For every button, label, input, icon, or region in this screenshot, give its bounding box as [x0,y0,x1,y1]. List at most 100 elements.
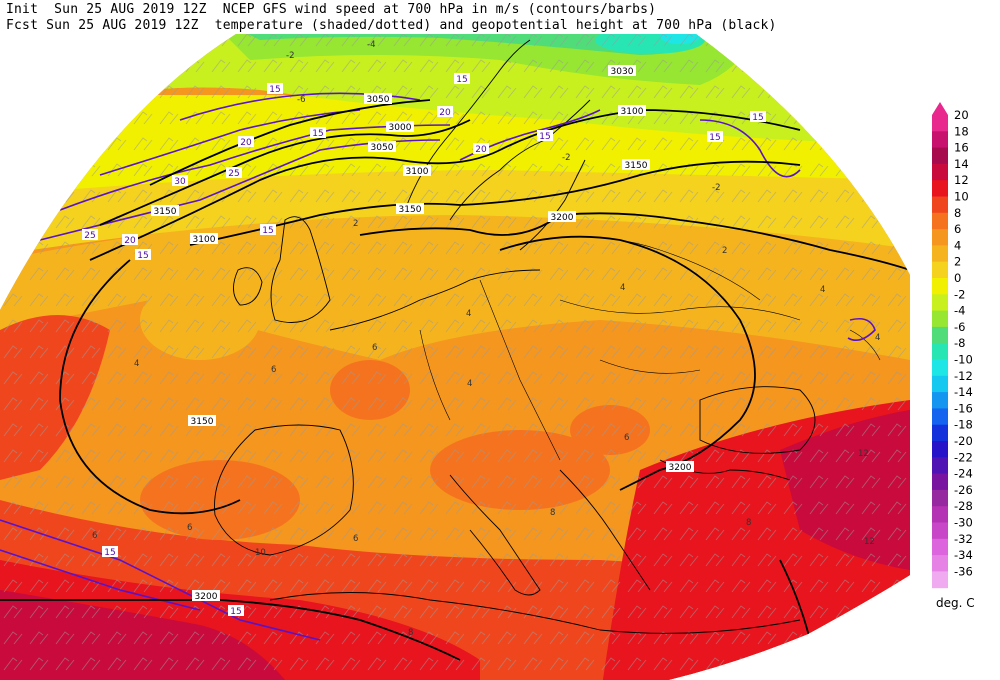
legend-tick-label: -28 [954,499,973,513]
legend-tick-label: 10 [954,190,969,204]
legend-swatch [932,441,948,458]
legend-swatch [932,294,948,312]
temp-label: 12 [858,449,869,459]
legend-tick-label: -30 [954,516,973,530]
height-label: 3150 [625,161,648,171]
temp-label: -2 [712,183,720,193]
wind-label: 25 [228,169,239,179]
legend-units: deg. C [936,596,975,610]
legend-swatch [932,522,948,540]
wind-labels: 15 20 15 20 15 15 25 30 25 20 15 15 20 1… [82,73,766,617]
wind-label: 15 [104,548,115,558]
legend-swatch [932,359,948,377]
height-label: 3150 [154,207,177,217]
legend-swatch [932,424,948,442]
legend-tick-label: -4 [954,304,965,318]
wind-label: 15 [709,133,720,143]
temp-label: 6 [353,534,358,544]
legend-tick-label: -6 [954,320,965,334]
legend-tick-label: -2 [954,287,965,301]
temp-label: -2 [562,153,570,163]
temp-label: 2 [353,219,358,229]
legend-labels: 20181614121086420-2-4-6-8-10-12-14-16-18… [954,108,973,578]
temp-label: 4 [134,359,139,369]
legend-tick-label: 16 [954,141,969,155]
height-label: 3100 [193,235,216,245]
legend-tick-label: -36 [954,564,973,578]
height-label: 3100 [621,107,644,117]
temp-label: 4 [466,309,471,319]
legend-tick-label: -14 [954,385,973,399]
wind-label: 15 [269,85,280,95]
wind-label: 15 [137,251,148,261]
temp-label: 6 [187,523,192,533]
legend-swatch [932,392,948,409]
legend-swatch [932,506,948,523]
legend-swatch [932,163,948,181]
wind-label: 20 [439,108,451,118]
legend-swatch [932,245,948,263]
legend-swatch [932,343,948,360]
height-label: 3050 [371,143,394,153]
legend-swatch [932,473,948,491]
legend-tick-label: -22 [954,450,973,464]
wind-label: 25 [84,231,95,241]
temperature-labels: -4 -2 -2 2 4 2 4 6 6 4 4 6 6 8 8 6 4 6 1… [92,40,880,638]
height-label: 3100 [406,167,429,177]
temp-label: 10 [255,548,266,558]
wind-label: 20 [124,236,136,246]
legend-swatch [932,326,948,344]
legend-swatch [932,375,948,393]
height-labels: 3030 3050 3000 3050 3100 3150 3200 3150 … [151,65,694,602]
wind-label: 15 [312,129,323,139]
wind-label: 15 [539,132,550,142]
legend-color-bars [932,102,948,589]
height-label: 3000 [389,123,412,133]
height-label: 3200 [669,463,692,473]
wind-label: 30 [174,177,186,187]
legend-tick-label: 6 [954,222,961,236]
temp-label: 6 [624,433,629,443]
legend-tick-label: 4 [954,238,961,252]
wind-label: 15 [752,113,763,123]
height-label: 3200 [195,592,218,602]
legend-arrow [932,102,948,115]
legend-tick-label: -12 [954,369,973,383]
legend-tick-label: -26 [954,483,973,497]
temp-label: 6 [92,531,97,541]
legend-tick-label: -24 [954,467,973,481]
height-label: 3030 [611,67,634,77]
legend-tick-label: -32 [954,532,973,546]
temp-label: 6 [271,365,276,375]
legend-swatch [932,115,948,132]
legend-tick-label: -8 [954,336,965,350]
legend-tick-label: -10 [954,353,973,367]
legend-swatch [932,457,948,475]
wind-label: 20 [475,145,487,155]
legend-swatch [932,278,948,295]
header-forecast-line: Fcst Sun 25 AUG 2019 12Z temperature (sh… [6,18,777,33]
legend-swatch [932,180,948,197]
legend-swatch [932,212,948,230]
legend-swatch [932,489,948,507]
legend-swatch [932,147,948,165]
height-label: 3050 [367,95,390,105]
temp-label: 4 [467,379,472,389]
temp-label: -2 [286,51,294,61]
legend-swatch [932,538,948,556]
temp-label: 2 [722,246,727,256]
temp-label: 4 [820,285,825,295]
legend-swatch [932,229,948,246]
legend-tick-label: -16 [954,401,973,415]
height-contours [0,99,910,661]
legend-swatch [932,131,948,149]
wind-label: 15 [230,607,241,617]
legend-tick-label: 12 [954,173,969,187]
temp-label: -6 [297,95,305,105]
wind-label: 15 [456,75,467,85]
temp-label: 6 [372,343,377,353]
wind-label: 15 [262,226,273,236]
legend-swatch [932,555,948,572]
